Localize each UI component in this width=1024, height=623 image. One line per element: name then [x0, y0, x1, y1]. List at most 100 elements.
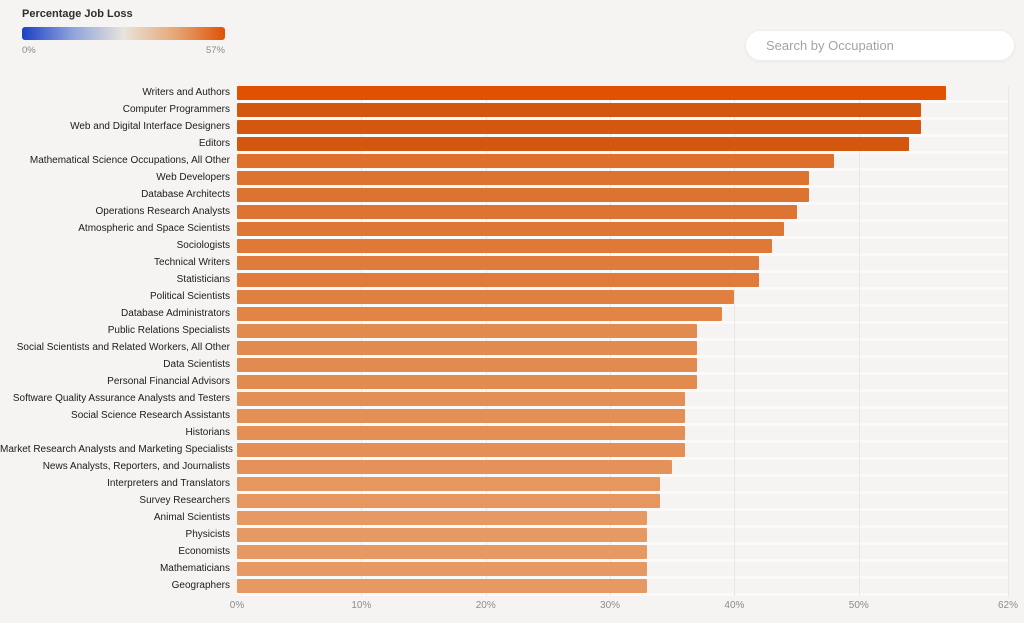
bar-track	[237, 392, 1008, 409]
bar[interactable]	[237, 477, 660, 491]
x-tick-label: 10%	[351, 600, 372, 611]
bar[interactable]	[237, 511, 648, 525]
bar[interactable]	[237, 154, 834, 168]
bar-track	[237, 358, 1008, 375]
chart-row: Statisticians	[0, 273, 1024, 290]
search-input[interactable]	[745, 30, 1015, 61]
bar[interactable]	[237, 392, 685, 406]
chart-row: Geographers	[0, 579, 1024, 596]
bar-label: Data Scientists	[163, 359, 230, 370]
x-tick-label: 20%	[475, 600, 496, 611]
bar[interactable]	[237, 205, 797, 219]
bar-label: Database Architects	[141, 189, 230, 200]
bar-track	[237, 409, 1008, 426]
bar[interactable]	[237, 103, 921, 117]
chart-row: Atmospheric and Space Scientists	[0, 222, 1024, 239]
bar-label: Atmospheric and Space Scientists	[78, 223, 230, 234]
bar-label: Interpreters and Translators	[107, 478, 230, 489]
bar[interactable]	[237, 137, 909, 151]
bar[interactable]	[237, 494, 660, 508]
bar-label: Web Developers	[156, 172, 230, 183]
bar[interactable]	[237, 409, 685, 423]
legend-range: 0% 57%	[22, 45, 225, 56]
gridline	[734, 86, 736, 596]
bar-track	[237, 511, 1008, 528]
chart-row: Operations Research Analysts	[0, 205, 1024, 222]
chart-row: Mathematicians	[0, 562, 1024, 579]
chart-row: Political Scientists	[0, 290, 1024, 307]
bar-track	[237, 137, 1008, 154]
chart-row: Historians	[0, 426, 1024, 443]
chart-row: Sociologists	[0, 239, 1024, 256]
bar[interactable]	[237, 222, 785, 236]
bar-label: Database Administrators	[121, 308, 230, 319]
bar-track	[237, 222, 1008, 239]
x-tick-label: 0%	[229, 600, 245, 611]
bar-track	[237, 188, 1008, 205]
bar-label: News Analysts, Reporters, and Journalist…	[42, 461, 230, 472]
bar-label: Writers and Authors	[142, 87, 230, 98]
bar[interactable]	[237, 256, 760, 270]
bar-label: Historians	[185, 427, 230, 438]
bar-label: Animal Scientists	[153, 512, 230, 523]
bar-label: Physicists	[185, 529, 230, 540]
bar[interactable]	[237, 171, 810, 185]
bar-label: Operations Research Analysts	[95, 206, 230, 217]
bar-track	[237, 426, 1008, 443]
bar[interactable]	[237, 460, 673, 474]
bar-label: Personal Financial Advisors	[107, 376, 230, 387]
bar-track	[237, 460, 1008, 477]
bar[interactable]	[237, 307, 722, 321]
bar-track	[237, 205, 1008, 222]
bar-track	[237, 494, 1008, 511]
bar-track	[237, 324, 1008, 341]
bar[interactable]	[237, 86, 946, 100]
bar-track	[237, 307, 1008, 324]
bar-label: Market Research Analysts and Marketing S…	[0, 444, 233, 455]
chart-row: Interpreters and Translators	[0, 477, 1024, 494]
chart-row: Writers and Authors	[0, 86, 1024, 103]
chart-row: Animal Scientists	[0, 511, 1024, 528]
bar-label: Social Scientists and Related Workers, A…	[16, 342, 230, 353]
bar[interactable]	[237, 273, 760, 287]
chart-row: Social Scientists and Related Workers, A…	[0, 341, 1024, 358]
chart-row: Public Relations Specialists	[0, 324, 1024, 341]
bar-label: Sociologists	[176, 240, 230, 251]
chart-row: Software Quality Assurance Analysts and …	[0, 392, 1024, 409]
bar-label: Geographers	[171, 580, 230, 591]
bar[interactable]	[237, 579, 648, 593]
bar-track	[237, 477, 1008, 494]
chart-row: Personal Financial Advisors	[0, 375, 1024, 392]
bar-label: Social Science Research Assistants	[71, 410, 230, 421]
bar-label: Survey Researchers	[139, 495, 230, 506]
x-tick-label: 30%	[600, 600, 621, 611]
bar[interactable]	[237, 545, 648, 559]
chart-row: Database Architects	[0, 188, 1024, 205]
bar-track	[237, 273, 1008, 290]
legend-max-label: 57%	[205, 45, 225, 56]
bar-chart: Writers and Authors Computer Programmers W…	[0, 86, 1024, 611]
bar[interactable]	[237, 120, 921, 134]
bar-label: Computer Programmers	[122, 104, 230, 115]
bar[interactable]	[237, 324, 698, 338]
bar[interactable]	[237, 341, 698, 355]
bar[interactable]	[237, 188, 810, 202]
bar[interactable]	[237, 358, 698, 372]
bar[interactable]	[237, 375, 698, 389]
bar-track	[237, 239, 1008, 256]
chart-row: Physicists	[0, 528, 1024, 545]
chart-rows: Writers and Authors Computer Programmers W…	[0, 86, 1024, 596]
chart-row: Web and Digital Interface Designers	[0, 120, 1024, 137]
bar[interactable]	[237, 426, 685, 440]
bar[interactable]	[237, 239, 772, 253]
bar[interactable]	[237, 562, 648, 576]
bar-label: Statisticians	[176, 274, 230, 285]
chart-row: Editors	[0, 137, 1024, 154]
bar[interactable]	[237, 443, 685, 457]
x-tick-label: 50%	[848, 600, 869, 611]
bar-track	[237, 443, 1008, 460]
bar[interactable]	[237, 528, 648, 542]
bar[interactable]	[237, 290, 735, 304]
x-axis: 0% 10% 20% 30% 40% 50% 62%	[230, 600, 1018, 614]
bar-label: Software Quality Assurance Analysts and …	[12, 393, 230, 404]
